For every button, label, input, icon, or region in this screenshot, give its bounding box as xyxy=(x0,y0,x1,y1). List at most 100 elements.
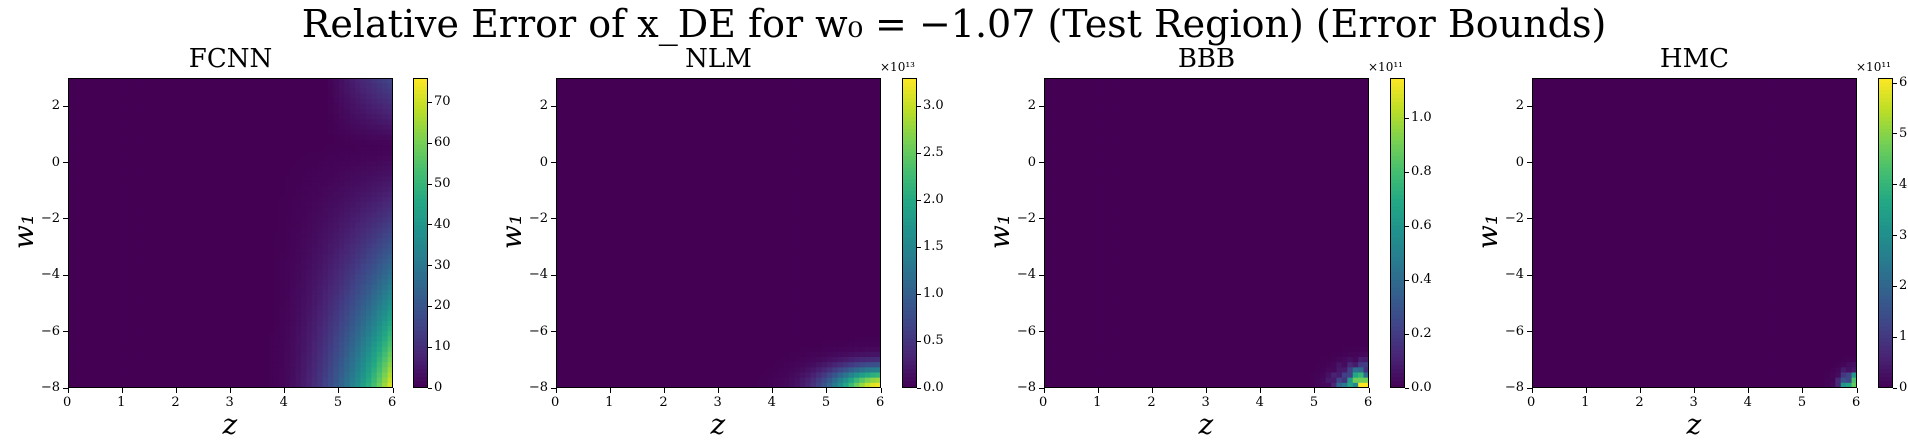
heatmap-cell xyxy=(317,279,324,286)
heatmap-cell xyxy=(311,310,318,317)
heatmap-cell xyxy=(599,181,606,188)
heatmap-cell xyxy=(122,320,129,327)
heatmap-cell xyxy=(561,134,568,141)
heatmap-cell xyxy=(143,176,150,182)
heatmap-cell xyxy=(333,160,340,167)
heatmap-cell xyxy=(273,145,280,151)
heatmap-cell xyxy=(328,258,335,265)
heatmap-cell xyxy=(360,150,367,157)
heatmap-cell xyxy=(122,124,129,131)
heatmap-cell xyxy=(284,212,291,219)
heatmap-cell xyxy=(566,155,573,162)
heatmap-cell xyxy=(116,264,123,270)
heatmap-cell xyxy=(198,150,205,157)
heatmap-cell xyxy=(198,227,205,234)
heatmap-cell xyxy=(133,78,140,84)
heatmap-cell xyxy=(382,248,389,255)
heatmap-cell xyxy=(235,217,242,224)
heatmap-cell xyxy=(192,238,199,244)
y-tick-mark xyxy=(63,274,68,276)
heatmap-cell xyxy=(122,145,129,151)
heatmap-cell xyxy=(642,357,649,363)
heatmap-cell xyxy=(561,310,568,317)
heatmap-cell xyxy=(572,171,579,177)
heatmap-cell xyxy=(203,124,210,131)
heatmap-cell xyxy=(138,346,145,353)
heatmap-cell xyxy=(588,196,595,203)
heatmap-cell xyxy=(127,233,134,239)
heatmap-cell xyxy=(621,351,628,358)
heatmap-cell xyxy=(133,305,140,312)
heatmap-cell xyxy=(360,331,367,337)
heatmap-cell xyxy=(648,186,655,193)
heatmap-cell xyxy=(648,336,655,343)
heatmap-cell xyxy=(572,258,579,265)
heatmap-cell xyxy=(181,310,188,317)
heatmap-cell xyxy=(637,227,644,234)
heatmap-cell xyxy=(273,222,280,229)
heatmap-cell xyxy=(160,357,167,363)
heatmap-cell xyxy=(599,160,606,167)
heatmap-cell xyxy=(577,98,584,105)
heatmap-cell xyxy=(187,331,194,337)
heatmap-cell xyxy=(273,114,280,120)
heatmap-cell xyxy=(111,227,118,234)
heatmap-cell xyxy=(664,295,671,301)
heatmap-cell xyxy=(219,134,226,141)
heatmap-cell xyxy=(317,362,324,368)
heatmap-cell xyxy=(198,171,205,177)
heatmap-cell xyxy=(273,377,280,384)
heatmap-cell xyxy=(279,227,286,234)
heatmap-cell xyxy=(365,326,372,332)
heatmap-cell xyxy=(631,341,638,348)
heatmap-cell xyxy=(219,279,226,286)
heatmap-cell xyxy=(268,119,275,126)
heatmap-cell xyxy=(235,171,242,177)
heatmap-cell xyxy=(626,341,633,348)
heatmap-cell xyxy=(556,186,563,193)
heatmap-cell xyxy=(284,227,291,234)
heatmap-cell xyxy=(263,98,270,105)
colorbar-step xyxy=(413,244,428,250)
heatmap-cell xyxy=(365,300,372,306)
heatmap-cell xyxy=(73,124,80,131)
heatmap-cell xyxy=(160,98,167,105)
colorbar-step xyxy=(413,248,428,253)
heatmap-cell xyxy=(556,145,563,151)
heatmap-cell xyxy=(328,78,335,84)
heatmap-cell xyxy=(556,93,563,100)
heatmap-cell xyxy=(105,202,112,208)
heatmap-cell xyxy=(246,103,253,110)
heatmap-cell xyxy=(295,310,302,317)
heatmap-cell xyxy=(583,124,590,131)
heatmap-cell xyxy=(176,114,183,120)
heatmap-cell xyxy=(290,238,297,244)
heatmap-cell xyxy=(349,326,356,332)
heatmap-cell xyxy=(95,150,102,157)
heatmap-cell xyxy=(268,269,275,275)
heatmap-cell xyxy=(599,196,606,203)
heatmap-cell xyxy=(355,145,362,151)
heatmap-cell xyxy=(653,109,660,115)
heatmap-cell xyxy=(165,191,172,198)
heatmap-cell xyxy=(566,140,573,146)
heatmap-cell xyxy=(577,372,584,379)
heatmap-cell xyxy=(333,88,340,95)
heatmap-cell xyxy=(284,103,291,110)
heatmap-cell xyxy=(100,269,107,275)
heatmap-cell xyxy=(593,140,600,146)
heatmap-cell xyxy=(637,202,644,208)
heatmap-cell xyxy=(89,253,96,260)
heatmap-cell xyxy=(192,310,199,317)
heatmap-cell xyxy=(284,341,291,348)
heatmap-cell xyxy=(588,109,595,115)
heatmap-cell xyxy=(111,367,118,374)
heatmap-cell xyxy=(143,331,150,337)
heatmap-cell xyxy=(371,274,378,281)
heatmap-cell xyxy=(208,114,215,120)
heatmap-cell xyxy=(230,207,237,213)
heatmap-cell xyxy=(664,289,671,296)
heatmap-cell xyxy=(241,289,248,296)
heatmap-cell xyxy=(311,274,318,281)
heatmap-cell xyxy=(621,233,628,239)
